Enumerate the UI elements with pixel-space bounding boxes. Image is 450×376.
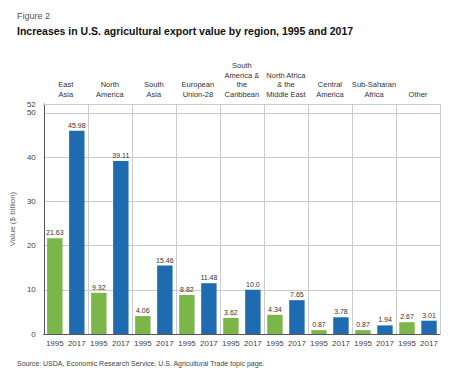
svg-text:South: South [232, 61, 252, 70]
svg-text:0.87: 0.87 [312, 321, 326, 328]
svg-text:Sub-Saharan: Sub-Saharan [352, 80, 396, 89]
svg-text:7.65: 7.65 [290, 291, 304, 298]
svg-text:3.78: 3.78 [334, 308, 348, 315]
svg-text:Figure 2: Figure 2 [17, 11, 50, 21]
svg-text:Asia: Asia [59, 90, 74, 99]
svg-text:America: America [316, 90, 344, 99]
svg-text:America &: America & [225, 71, 260, 80]
svg-text:1995: 1995 [266, 339, 284, 348]
svg-text:North: North [101, 80, 119, 89]
svg-text:2017: 2017 [112, 339, 130, 348]
svg-text:Other: Other [409, 90, 428, 99]
svg-text:2017: 2017 [420, 339, 438, 348]
svg-text:39.11: 39.11 [112, 152, 129, 159]
svg-text:0.87: 0.87 [356, 321, 370, 328]
svg-text:52: 52 [27, 100, 36, 109]
svg-text:1995: 1995 [46, 339, 64, 348]
svg-text:30: 30 [27, 197, 36, 206]
svg-text:Source: USDA, Economic Researc: Source: USDA, Economic Research Service,… [17, 360, 264, 368]
svg-text:21.63: 21.63 [46, 229, 64, 236]
svg-text:1.94: 1.94 [378, 316, 392, 323]
svg-text:4.34: 4.34 [268, 306, 282, 313]
svg-text:2017: 2017 [244, 339, 262, 348]
svg-text:1995: 1995 [178, 339, 196, 348]
svg-text:Middle East: Middle East [266, 90, 306, 99]
svg-text:Value ($ billion): Value ($ billion) [8, 191, 17, 246]
svg-text:Increases in U.S. agricultural: Increases in U.S. agricultural export va… [17, 25, 353, 37]
svg-text:2017: 2017 [68, 339, 86, 348]
svg-text:Union-28: Union-28 [183, 90, 213, 99]
svg-text:3.62: 3.62 [224, 309, 238, 316]
svg-text:15.46: 15.46 [156, 257, 174, 264]
svg-text:2017: 2017 [288, 339, 306, 348]
svg-text:45.98: 45.98 [68, 122, 86, 129]
svg-text:East: East [58, 80, 74, 89]
svg-text:1995: 1995 [90, 339, 108, 348]
svg-text:1995: 1995 [134, 339, 152, 348]
svg-text:& the: & the [277, 80, 295, 89]
svg-text:1995: 1995 [310, 339, 328, 348]
svg-text:1995: 1995 [222, 339, 240, 348]
svg-text:4.06: 4.06 [136, 307, 150, 314]
svg-text:2017: 2017 [332, 339, 350, 348]
svg-text:50: 50 [27, 108, 36, 117]
svg-text:40: 40 [27, 153, 36, 162]
svg-text:10: 10 [27, 285, 36, 294]
svg-text:North Africa: North Africa [266, 71, 306, 80]
svg-text:the: the [237, 80, 247, 89]
svg-text:South: South [144, 80, 164, 89]
svg-text:20: 20 [27, 241, 36, 250]
svg-text:2017: 2017 [376, 339, 394, 348]
svg-text:European: European [182, 80, 215, 89]
svg-text:1995: 1995 [398, 339, 416, 348]
svg-text:0: 0 [31, 330, 36, 339]
svg-text:9.32: 9.32 [92, 284, 106, 291]
svg-text:2017: 2017 [200, 339, 218, 348]
svg-text:2.67: 2.67 [400, 313, 414, 320]
svg-text:10.0: 10.0 [246, 281, 260, 288]
svg-text:3.01: 3.01 [422, 312, 436, 319]
svg-text:11.48: 11.48 [200, 274, 217, 281]
svg-text:America: America [96, 90, 124, 99]
svg-text:Central: Central [318, 80, 343, 89]
svg-text:Caribbean: Caribbean [225, 90, 260, 99]
svg-text:Asia: Asia [147, 90, 162, 99]
svg-text:8.82: 8.82 [180, 286, 194, 293]
svg-text:Africa: Africa [364, 90, 384, 99]
svg-text:1995: 1995 [354, 339, 372, 348]
svg-text:2017: 2017 [156, 339, 174, 348]
